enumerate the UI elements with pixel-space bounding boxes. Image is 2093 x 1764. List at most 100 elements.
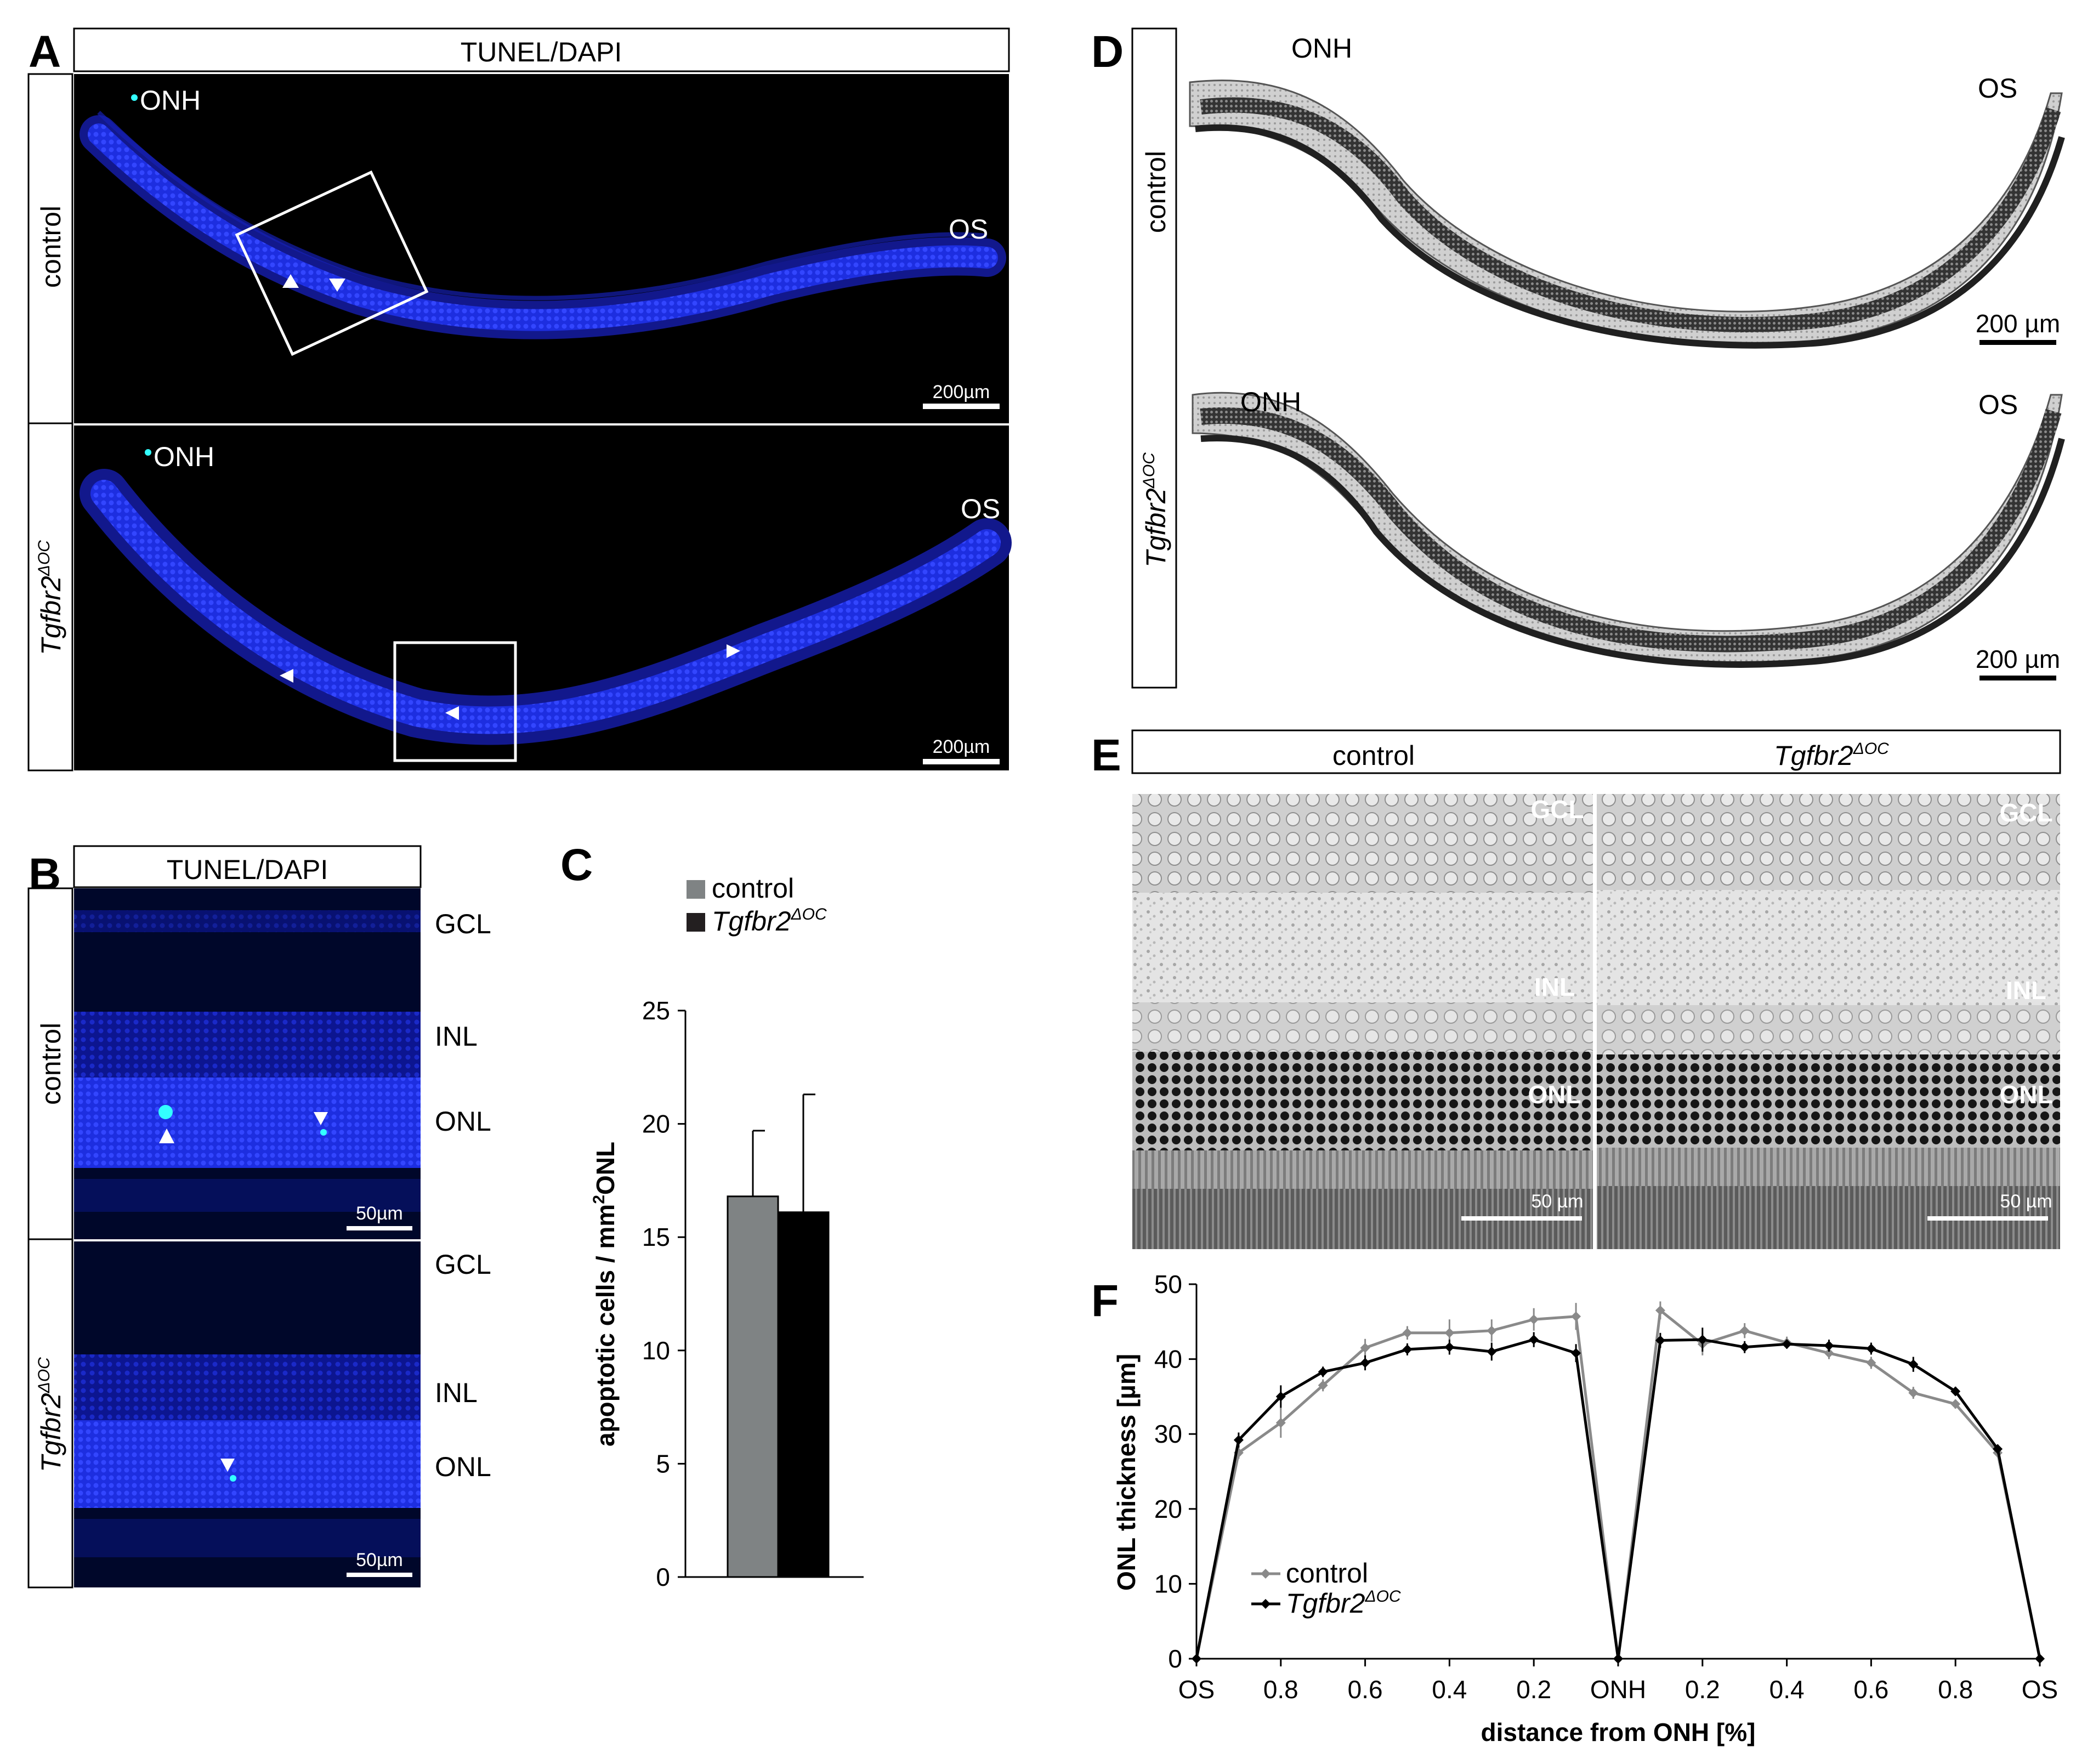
data-point [1908,1359,1919,1370]
data-point [1993,1444,2003,1454]
panel-a-side-box [27,73,73,772]
a-control-scale: 200µm [933,382,990,402]
x-axis-label: distance from ONH [%] [1481,1718,1756,1746]
data-point [1529,1335,1539,1345]
data-point [1444,1342,1455,1352]
panel-a: A TUNEL/DAPI ONH OS 200µm [27,27,1012,772]
data-point [1318,1380,1328,1391]
d-mutant-scale: 200 µm [1976,645,2060,673]
d-row-mutant: Tgfbr2ΔOC [1140,452,1171,568]
legend-label: Tgfbr2ΔOC [1286,1587,1401,1619]
y-tick-label: 30 [1154,1420,1182,1448]
panel-a-header-box [73,27,1010,72]
scale-bar [1927,1216,2048,1221]
data-point [1950,1399,1961,1409]
arrowhead-marker [159,1128,174,1143]
y-tick-label: 40 [1154,1345,1182,1374]
e-inl-2: INL [2006,976,2046,1005]
legend-name: control [712,873,794,904]
legend-swatch [687,880,705,899]
y-tick-label: 10 [1154,1569,1182,1598]
a-mutant-os: OS [961,494,1000,524]
legend-marker [1261,1569,1270,1579]
b-mutant-scale: 50µm [356,1550,403,1570]
data-point [1824,1348,1834,1358]
e-control-scale: 50 µm [1531,1191,1583,1212]
x-tick-label: 0.4 [1769,1675,1805,1704]
data-point [1866,1343,1876,1354]
legend-label: control [1286,1558,1368,1589]
d-mutant-onh: ONH [1240,387,1301,417]
e-gcl-1: GCL [1530,795,1584,824]
x-tick-label: 0.8 [1938,1675,1973,1704]
data-point [1275,1417,1286,1428]
y-tick-label: 20 [1154,1495,1182,1523]
data-point [1444,1328,1455,1338]
data-point [1233,1435,1244,1445]
x-tick-label: 0.2 [1685,1675,1720,1704]
data-point [1824,1341,1834,1351]
legend-name: Tgfbr2 [1286,1588,1365,1619]
b-onl-1: ONL [435,1106,491,1137]
panel-c-label: C [560,840,593,890]
y-axis-label-tail: ONL [591,1142,620,1195]
d-control-onh: ONH [1291,33,1352,64]
a-mutant-onh: ONH [154,441,214,472]
legend-marker [1261,1599,1270,1609]
panel-b-mutant-image [74,1241,421,1587]
y-axis-label-main: apoptotic cells / mm [591,1204,620,1447]
scale-bar [347,1573,412,1577]
legend-label: Tgfbr2ΔOC [712,905,827,937]
arrowhead-marker [280,669,293,683]
e-onl-1: ONL [1528,1080,1581,1109]
legend-swatch [687,913,705,932]
scale-bar [1461,1216,1582,1221]
x-tick-label: 0.4 [1432,1675,1467,1704]
data-point [1487,1346,1497,1357]
panel-d-mutant-image [1192,392,2065,680]
e-col-control: control [1332,740,1415,771]
panel-b-header: TUNEL/DAPI [167,854,328,885]
arrowhead-marker [314,1112,328,1125]
scale-bar [347,1226,412,1230]
a-row-control: control [36,206,66,288]
y-tick-label: 15 [642,1223,670,1251]
panel-a-label: A [29,27,61,77]
scale-bar [1979,340,2056,345]
data-point [1782,1339,1792,1349]
panel-e-control-image [1132,794,1593,1249]
chart-f: 0 10 20 30 40 50 OS 0.8 0.6 0.4 0.2 ONH 0.2 0.4 0.6 0.8… [1112,1270,2058,1746]
panel-e: E control Tgfbr2ΔOC GCL INL ONL G [1091,729,2061,1249]
d-control-os: OS [1978,73,2017,104]
panel-d-control-image [1189,80,2065,349]
arrowhead-marker [445,706,459,720]
data-point [1950,1386,1961,1397]
arrowhead-marker [329,279,345,292]
y-tick-label: 5 [656,1449,670,1478]
data-point [1655,1305,1665,1315]
d-mutant-os: OS [1978,389,2018,420]
panel-b: B TUNEL/DAPI 50µm 50µm cont [27,845,491,1589]
scale-bar [923,759,1000,764]
data-point [1529,1314,1539,1325]
a-row-mutant: Tgfbr2ΔOC [35,540,66,655]
e-gcl-2: GCL [1999,798,2052,827]
panel-a-header: TUNEL/DAPI [461,37,622,67]
panel-e-mutant-image [1597,794,2060,1249]
data-point [1192,1654,1201,1664]
data-point [1571,1311,1581,1321]
data-point [2035,1654,2045,1664]
series-line [1616,1338,2041,1659]
panel-f-label: F [1091,1276,1119,1326]
d-control-scale: 200 µm [1976,309,2060,338]
y-axis-label: apoptotic cells / mm2ONL [590,1142,620,1447]
y-axis-label-sup: 2 [590,1195,608,1204]
a-mutant-scale: 200µm [933,736,990,757]
y-tick-label: 0 [656,1563,670,1591]
data-point [1866,1358,1876,1368]
y-tick-label: 20 [642,1110,670,1138]
e-col-mutant: Tgfbr2ΔOC [1774,740,1889,771]
data-point [1908,1388,1919,1398]
panel-a-mutant-image [74,426,1012,770]
